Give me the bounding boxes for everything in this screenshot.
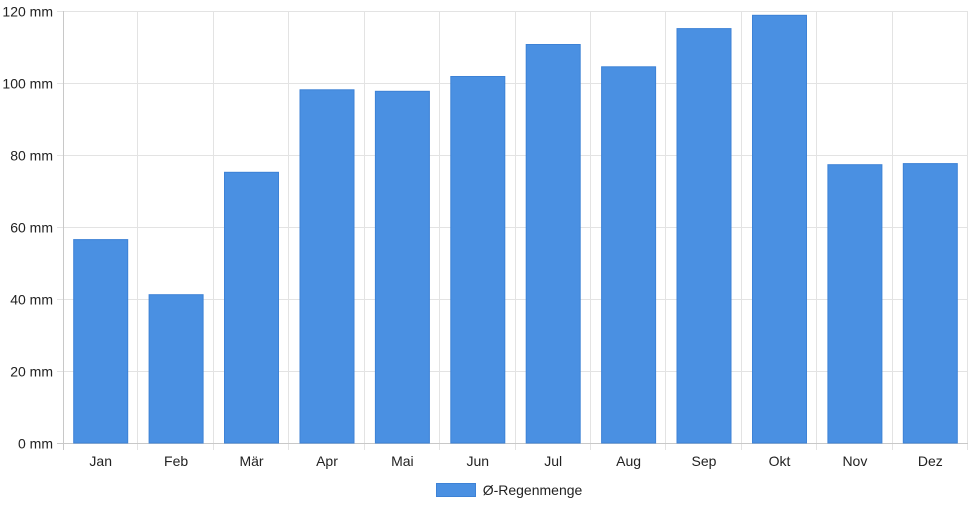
legend-swatch — [435, 483, 476, 497]
bars — [73, 14, 958, 444]
x-tick-labels: Jan Feb Mär Apr Mai Jun Jul Aug Sep Okt Nov Dez — [89, 453, 942, 469]
bar-apr[interactable] — [299, 89, 355, 444]
bar-jun[interactable] — [450, 76, 506, 444]
y-tick-label: 60 mm — [10, 220, 53, 236]
x-tick-label: Sep — [692, 453, 717, 469]
y-tick-label: 40 mm — [10, 292, 53, 308]
bar-mai[interactable] — [374, 90, 430, 444]
x-tick-label: Okt — [769, 453, 791, 469]
x-tick-label: Jan — [89, 453, 112, 469]
legend-item[interactable]: Ø-Regenmenge — [386, 482, 583, 498]
axes — [57, 11, 968, 450]
bar-nov[interactable] — [827, 164, 883, 444]
bar-chart: 0 mm 20 mm 40 mm 60 mm 80 mm 100 mm 120 mm Jan… — [2, 4, 968, 469]
x-tick-label: Jul — [544, 453, 562, 469]
bar-jul[interactable] — [525, 44, 581, 444]
bar-okt[interactable] — [752, 14, 807, 444]
y-tick-labels: 0 mm 20 mm 40 mm 60 mm 80 mm 100 mm 120 mm — [2, 4, 53, 452]
bar-dez[interactable] — [902, 163, 958, 444]
legend: Ø-Regenmenge — [0, 478, 968, 502]
x-tick-label: Feb — [164, 453, 188, 469]
bar-aug[interactable] — [601, 66, 657, 444]
bar-mär[interactable] — [224, 171, 279, 444]
legend-label: Ø-Regenmenge — [482, 482, 583, 498]
bar-feb[interactable] — [148, 294, 204, 444]
x-tick-label: Aug — [616, 453, 641, 469]
x-tick-label: Nov — [842, 453, 867, 469]
y-tick-label: 0 mm — [18, 436, 53, 452]
x-tick-label: Jun — [467, 453, 490, 469]
bar-jan[interactable] — [73, 239, 129, 444]
bar-sep[interactable] — [676, 28, 732, 444]
y-tick-label: 120 mm — [2, 4, 53, 20]
x-tick-label: Apr — [316, 453, 338, 469]
x-tick-label: Dez — [918, 453, 943, 469]
y-tick-label: 80 mm — [10, 148, 53, 164]
x-tick-label: Mär — [239, 453, 263, 469]
y-tick-label: 100 mm — [2, 76, 53, 92]
x-tick-label: Mai — [391, 453, 414, 469]
y-tick-label: 20 mm — [10, 364, 53, 380]
